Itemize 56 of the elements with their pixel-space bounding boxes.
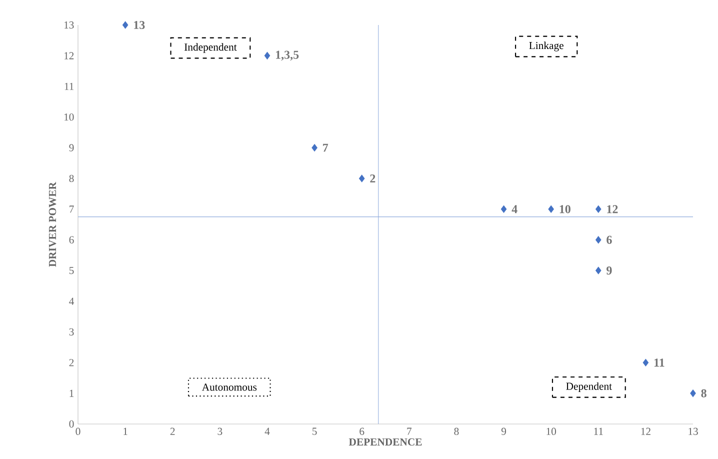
y-tick-label: 7 <box>70 206 74 213</box>
y-tick-label: 13 <box>64 21 74 29</box>
annotation: 7 <box>323 144 328 152</box>
y-tick-label: 4 <box>69 298 74 305</box>
point <box>596 236 602 244</box>
point <box>548 205 554 213</box>
x-tick-label: 5 <box>312 428 317 435</box>
annotation: Autonomous <box>202 384 257 391</box>
annotation: Dependent <box>566 382 612 392</box>
x-tick-label: 12 <box>641 428 650 435</box>
point <box>500 205 507 213</box>
annotation: Linkage <box>529 42 564 52</box>
y-tick-label: 12 <box>64 52 74 60</box>
y-tick-label: 2 <box>69 359 74 366</box>
y-tick-label: 8 <box>69 174 74 182</box>
annotation: 2 <box>370 174 376 182</box>
annotation: 12 <box>607 205 618 214</box>
annotation: 4 <box>512 205 518 214</box>
x-tick-label: 0 <box>76 428 80 436</box>
y-tick-label: 3 <box>69 328 74 336</box>
y-axis-title: DRIVER POWER <box>48 182 56 267</box>
x-tick-label: 2 <box>170 428 175 435</box>
point <box>264 52 270 60</box>
y-tick-label: 11 <box>64 82 74 90</box>
x-tick-label: 11 <box>594 428 603 435</box>
annotation: 9 <box>606 266 612 275</box>
x-tick-label: 7 <box>407 428 412 435</box>
x-tick-label: 6 <box>360 428 364 435</box>
annotation: 8 <box>701 389 706 398</box>
x-tick-label: 10 <box>546 428 556 436</box>
annotation: 13 <box>134 20 145 30</box>
point <box>312 144 318 152</box>
y-tick-label: 0 <box>69 420 74 428</box>
x-tick-label: 3 <box>218 428 222 435</box>
point <box>358 174 365 182</box>
annotation: Independent <box>184 43 237 53</box>
y-tick-label: 10 <box>64 113 74 121</box>
annotation: 1,3,5 <box>276 50 299 61</box>
y-tick-label: 1 <box>70 390 74 397</box>
annotation: 11 <box>654 358 664 367</box>
x-axis-title: DEPENDENCE <box>348 438 422 446</box>
point <box>642 358 649 366</box>
x-tick-label: 8 <box>454 428 459 436</box>
point <box>596 205 602 213</box>
point <box>596 266 602 274</box>
point <box>690 390 696 398</box>
annotation: 6 <box>606 236 612 244</box>
x-tick-label: 4 <box>264 428 270 435</box>
y-tick-label: 6 <box>69 236 74 244</box>
y-tick-label: 9 <box>69 144 74 152</box>
x-tick-label: 1 <box>124 428 128 435</box>
annotation: 10 <box>560 205 570 214</box>
x-tick-label: 9 <box>501 428 506 435</box>
point <box>122 21 128 29</box>
x-tick-label: 13 <box>688 428 698 435</box>
y-tick-label: 5 <box>69 266 74 274</box>
